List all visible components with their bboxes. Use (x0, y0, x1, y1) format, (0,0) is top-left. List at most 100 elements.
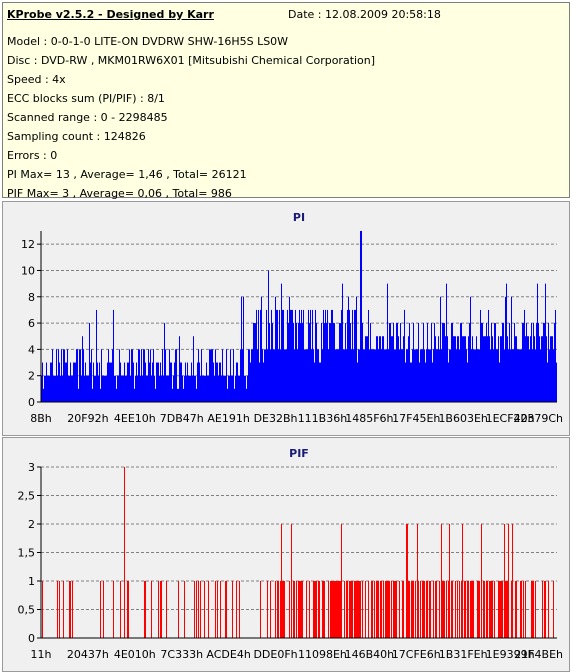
pi-bar (341, 309, 342, 402)
pif-bar (388, 581, 389, 638)
pi-bar (388, 349, 389, 402)
pif-bar (282, 581, 283, 638)
pif-bar (144, 581, 145, 638)
pi-bar (424, 349, 425, 402)
pi-bar (231, 375, 232, 402)
pi-bar (62, 375, 63, 402)
pi-bar (214, 375, 215, 402)
pif-bar (357, 581, 358, 638)
pi-bar (163, 375, 164, 402)
pif-bar (535, 581, 536, 638)
pif-bar (151, 581, 152, 638)
pif-bar (371, 581, 372, 638)
pi-bar (545, 283, 546, 402)
chart-title: PIF (289, 447, 309, 460)
pi-bar (273, 349, 274, 402)
y-tick-label: 1 (28, 575, 35, 588)
pi-bar (366, 336, 367, 402)
pi-bar (344, 349, 345, 402)
pif-bar (411, 581, 412, 638)
pi-bar (174, 362, 175, 402)
pi-bar (377, 336, 378, 402)
pi-bar (362, 323, 363, 402)
pi-bar (249, 349, 250, 402)
pi-bar (407, 349, 408, 402)
pi-bar (468, 336, 469, 402)
pi-bar (293, 323, 294, 402)
pi-bar (83, 349, 84, 402)
pi-bar (466, 349, 467, 402)
pif-bar (331, 581, 332, 638)
pi-bar (150, 349, 151, 402)
pi-bar (46, 362, 47, 402)
pi-bar (409, 323, 410, 402)
pi-bar (116, 388, 117, 402)
pi-bar (507, 336, 508, 402)
pi-bar (511, 296, 512, 402)
pi-bar (309, 323, 310, 402)
pi-bar (406, 349, 407, 402)
pi-bar (236, 362, 237, 402)
pif-bar (270, 581, 271, 638)
pi-bar (313, 349, 314, 402)
pif-bar (481, 524, 482, 638)
pi-bar (549, 349, 550, 402)
pi-bar (537, 283, 538, 402)
pif-summary-line: PIF Max= 3 , Average= 0,06 , Total= 986 (7, 187, 232, 200)
pif-bar (300, 581, 301, 638)
pif-bar (59, 581, 60, 638)
pi-bar (308, 309, 309, 402)
pif-bar (502, 581, 503, 638)
y-tick-label: 0 (28, 632, 35, 645)
pi-bar (55, 375, 56, 402)
pi-bar (256, 309, 257, 402)
pi-bar (153, 349, 154, 402)
pif-bar (220, 581, 221, 638)
pi-bar (451, 323, 452, 402)
pi-bar (392, 336, 393, 402)
pi-bar (148, 349, 149, 402)
pi-bar (192, 375, 193, 402)
pi-bar (529, 349, 530, 402)
pi-bar (509, 323, 510, 402)
pif-bar (306, 581, 307, 638)
pif-bar (553, 581, 554, 638)
pi-bar (264, 349, 265, 402)
pi-bar (299, 309, 300, 402)
pi-bar (414, 349, 415, 402)
pi-bar (391, 336, 392, 402)
pif-bar (483, 581, 484, 638)
y-tick-label: 2,5 (18, 490, 36, 503)
pi-bar (233, 349, 234, 402)
pi-bar (56, 349, 57, 402)
pif-bar (336, 581, 337, 638)
pi-bar (330, 323, 331, 402)
pif-bar (267, 581, 268, 638)
pif-bar (532, 581, 533, 638)
pif-bar (359, 581, 360, 638)
pi-bar (460, 323, 461, 402)
pif-bar (491, 581, 492, 638)
pi-bar (316, 323, 317, 402)
pif-bar (468, 581, 469, 638)
errors-line: Errors : 0 (7, 149, 58, 162)
pi-bar (383, 336, 384, 402)
ecc-blocks-line: ECC blocks sum (PI/PIF) : 8/1 (7, 92, 165, 105)
pi-bar (352, 309, 353, 402)
pif-bar (72, 581, 73, 638)
x-tick-label: 17F45Eh (392, 412, 440, 425)
pif-bar (113, 581, 114, 638)
pi-bar (212, 349, 213, 402)
pi-summary-line: PI Max= 13 , Average= 1,46 , Total= 2612… (7, 168, 247, 181)
x-tick-label: ACDE4h (206, 648, 250, 661)
pif-bar (455, 581, 456, 638)
pi-bar (135, 375, 136, 402)
pi-bar (270, 349, 271, 402)
pi-bar (381, 349, 382, 402)
pif-bar (451, 581, 452, 638)
pi-bar (478, 349, 479, 402)
pif-bar (225, 581, 226, 638)
pif-bar (507, 581, 508, 638)
pi-bar (501, 336, 502, 402)
pi-bar (481, 323, 482, 402)
